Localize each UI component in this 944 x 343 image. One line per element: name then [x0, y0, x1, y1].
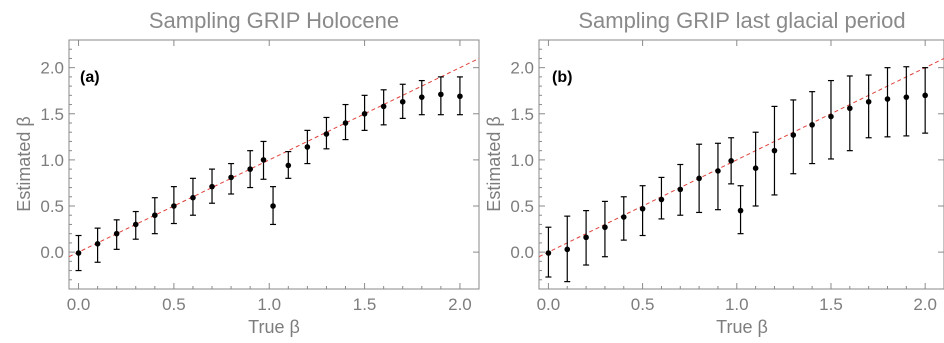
- panel-b-data-point: [771, 147, 778, 154]
- panel-b-title: Sampling GRIP last glacial period: [578, 8, 905, 33]
- panel-a-data-point: [94, 241, 101, 247]
- panel-a: Sampling GRIP Holocene (a) True β Estima…: [14, 8, 480, 337]
- panel-a-data-point: [361, 110, 368, 117]
- panel-a-data-point: [438, 91, 444, 98]
- panel-a-data-point: [285, 162, 292, 169]
- panel-a-data-point: [380, 103, 387, 110]
- panel-a-x-tick-label: 1.5: [353, 295, 377, 314]
- panel-a-x-axis-label: True β: [248, 317, 300, 337]
- panel-b-marks: [538, 57, 944, 283]
- panel-a-x-tick-label: 0.0: [67, 295, 91, 314]
- panel-b-data-point: [809, 122, 815, 128]
- panel-b-data-point: [564, 246, 571, 253]
- panel-a-data-point: [171, 203, 177, 209]
- panel-b-data-point: [696, 175, 702, 182]
- panel-a-marks: [68, 57, 480, 272]
- panel-a-data-point: [228, 174, 234, 181]
- panel-b-x-tick-label: 1.5: [819, 295, 843, 314]
- panel-b: Sampling GRIP last glacial period (b) Tr…: [484, 8, 944, 337]
- panel-b-data-point: [752, 165, 759, 171]
- panel-b-x-axis-label: True β: [716, 317, 768, 337]
- panel-a-y-tick-label: 0.0: [40, 243, 64, 262]
- panel-a-y-tick-label: 0.5: [40, 197, 64, 216]
- panel-a-y-axis-label: Estimated β: [14, 116, 34, 211]
- panel-b-label: (b): [552, 69, 572, 86]
- panel-a-y-tick-label: 1.0: [40, 151, 64, 170]
- panel-a-x-tick-label: 0.5: [162, 295, 186, 314]
- panel-a-data-point: [152, 212, 158, 219]
- panel-b-data-point: [583, 234, 589, 241]
- panel-b-data-point: [847, 105, 853, 112]
- panel-a-data-point: [304, 144, 311, 150]
- panel-a-x-tick-label: 1.0: [257, 295, 281, 314]
- panel-b-x-tick-label: 0.5: [631, 295, 655, 314]
- panel-b-data-point: [922, 92, 928, 99]
- panel-a-reference-line: [68, 57, 480, 258]
- panel-b-y-tick-label: 2.0: [510, 59, 534, 78]
- panel-b-data-point: [677, 186, 684, 193]
- panel-b-x-tick-label: 0.0: [537, 295, 561, 314]
- panel-a-data-point: [399, 98, 406, 105]
- panel-a-data-point: [247, 166, 253, 172]
- panel-a-data-point: [260, 157, 267, 163]
- panel-b-data-point: [790, 132, 797, 138]
- panel-b-data-point: [602, 224, 608, 231]
- panel-b-x-tick-label: 2.0: [913, 295, 937, 314]
- panel-a-data-point: [113, 230, 120, 237]
- panel-b-data-point: [884, 96, 891, 102]
- panel-b-data-point: [658, 196, 665, 203]
- panel-b-data-point: [828, 113, 834, 120]
- panel-a-x-tick-label: 2.0: [448, 295, 472, 314]
- panel-a-ticks: 0.0 0.5 1.0 1.5 2.0 0.0 0.5 1.0 1.5 2.0: [40, 40, 479, 314]
- panel-a-plot-frame: [68, 39, 480, 290]
- panel-a-data-point: [209, 183, 215, 190]
- panel-b-y-tick-label: 0.5: [510, 197, 534, 216]
- panel-b-y-tick-label: 1.0: [510, 151, 534, 170]
- panel-a-data-point: [270, 203, 276, 209]
- panel-a-data-point: [457, 93, 463, 100]
- panel-b-ticks: 0.0 0.5 1.0 1.5 2.0 0.0 0.5 1.0 1.5 2.0: [510, 40, 944, 314]
- panel-a-y-tick-label: 2.0: [40, 59, 64, 78]
- panel-b-data-point: [545, 250, 552, 256]
- panel-b-data-point: [865, 98, 872, 105]
- panel-b-data-point: [737, 207, 744, 214]
- panel-b-data-point: [620, 214, 627, 220]
- panel-a-data-point: [418, 94, 425, 100]
- panel-a-label: (a): [80, 69, 100, 86]
- panel-b-y-tick-label: 1.5: [510, 105, 534, 124]
- panel-b-y-tick-label: 0.0: [510, 243, 534, 262]
- panel-b-plot-frame: [538, 39, 944, 290]
- panel-a-data-point: [75, 250, 82, 256]
- panel-a-y-tick-label: 1.5: [40, 105, 64, 124]
- panel-b-y-axis-label: Estimated β: [484, 116, 504, 211]
- panel-a-data-point: [342, 120, 349, 126]
- panel-b-data-point: [639, 205, 646, 212]
- panel-b-reference-line: [538, 57, 944, 258]
- panel-a-data-point: [132, 221, 139, 228]
- panel-a-title: Sampling GRIP Holocene: [149, 8, 399, 33]
- panel-b-data-point: [728, 158, 734, 164]
- panel-b-x-tick-label: 1.0: [725, 295, 749, 314]
- panel-a-data-point: [190, 194, 196, 201]
- panel-b-data-point: [903, 94, 910, 100]
- panel-a-data-point: [323, 131, 330, 137]
- panel-b-data-point: [715, 168, 721, 174]
